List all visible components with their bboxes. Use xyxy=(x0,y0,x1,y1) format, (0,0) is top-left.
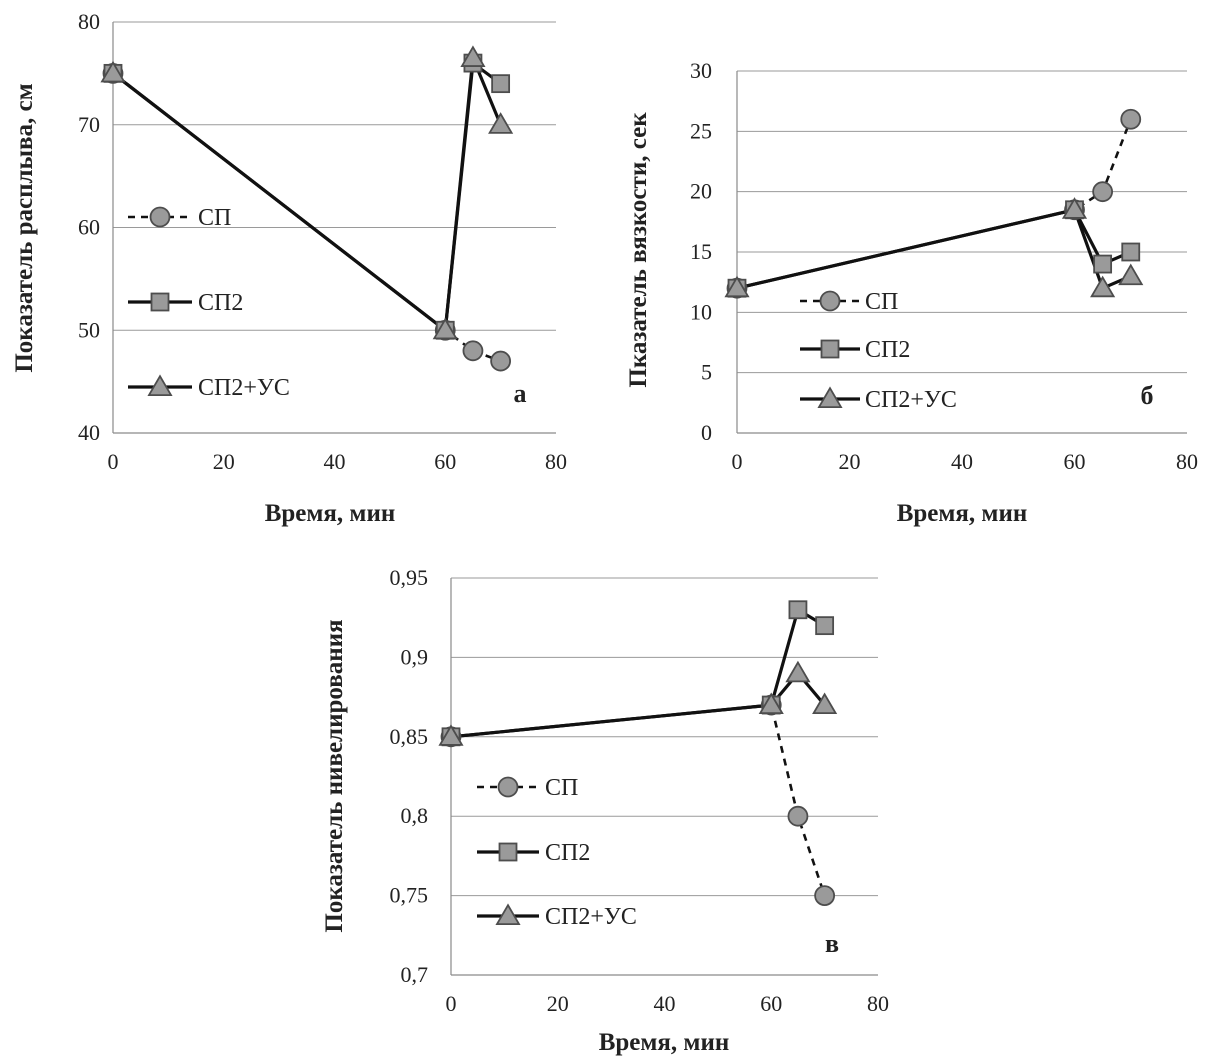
y-tick-label: 20 xyxy=(690,179,712,204)
data-point-circle xyxy=(787,805,809,827)
y-tick-label: 50 xyxy=(78,317,100,342)
y-tick-label: 0,9 xyxy=(401,644,429,669)
series-line-square xyxy=(112,61,502,332)
data-point-square xyxy=(788,600,808,620)
legend-label: СП xyxy=(545,775,578,801)
data-point-circle xyxy=(1092,181,1114,203)
data-point-triangle xyxy=(438,724,464,746)
data-point-triangle xyxy=(724,275,750,298)
chart-panel-b: 0 5 10 15 20 25 30 0 20 40 60 80 Время, мин Пказатель… xyxy=(625,58,1198,527)
data-point-triangle xyxy=(460,45,486,67)
data-point-square xyxy=(491,74,511,94)
y-tick-label: 25 xyxy=(690,118,712,143)
data-point-circle xyxy=(1120,108,1142,130)
y-tick-label: 0,75 xyxy=(390,883,429,908)
legend-label: СП xyxy=(865,289,898,315)
data-point-square xyxy=(815,616,835,636)
data-point-square xyxy=(1093,254,1113,274)
x-tick-label: 40 xyxy=(951,449,973,474)
x-tick-label: 60 xyxy=(1064,449,1086,474)
data-point-triangle xyxy=(1061,197,1088,219)
legend-label: СП2 xyxy=(545,840,590,866)
chart-panel-a: 40 50 60 70 80 0 20 40 60 80 Время, мин Показатель … xyxy=(11,9,567,527)
panel-letter: б xyxy=(1141,381,1154,410)
x-axis-title: Время, мин xyxy=(599,1029,730,1056)
legend-marker-triangle xyxy=(147,374,173,397)
y-tick-label: 30 xyxy=(690,58,712,83)
y-tick-label: 60 xyxy=(78,215,100,240)
series-line-circle xyxy=(450,703,826,897)
series-line-triangle xyxy=(112,56,503,332)
legend-label: СП xyxy=(198,205,231,231)
data-point-triangle xyxy=(100,60,126,83)
x-axis-title: Время, мин xyxy=(897,500,1028,527)
legend-label: СП2 xyxy=(198,290,243,316)
legend-marker-triangle xyxy=(495,903,521,925)
legend-marker-circle xyxy=(149,206,171,228)
y-tick-label: 5 xyxy=(701,360,712,385)
x-tick-label: 20 xyxy=(213,449,235,474)
chart-panel-c: 0,7 0,75 0,8 0,85 0,9 0,95 0 20 40 60 80 Время, мин… xyxy=(321,565,889,1056)
data-point-circle xyxy=(462,340,484,362)
legend-marker-circle xyxy=(497,776,519,798)
legend-marker-circle xyxy=(819,290,841,312)
data-point-circle xyxy=(814,885,836,906)
legend-marker-square xyxy=(498,842,518,862)
data-point-triangle xyxy=(432,317,458,340)
x-tick-label: 80 xyxy=(1176,449,1198,474)
data-point-triangle xyxy=(488,112,514,134)
y-tick-label: 0,8 xyxy=(401,803,429,828)
data-point-triangle xyxy=(758,692,784,715)
y-tick-label: 10 xyxy=(690,299,712,324)
data-point-triangle xyxy=(1090,275,1116,298)
x-tick-label: 20 xyxy=(839,449,861,474)
x-tick-label: 40 xyxy=(654,991,676,1016)
y-tick-label: 80 xyxy=(78,9,100,34)
data-point-circle xyxy=(490,350,512,372)
x-tick-label: 0 xyxy=(446,991,457,1016)
y-axis-title: Показатель нивелирования xyxy=(321,619,348,932)
data-point-triangle xyxy=(1118,263,1144,286)
legend-marker-square xyxy=(820,339,840,359)
x-axis-title: Время, мин xyxy=(265,500,396,527)
x-tick-label: 80 xyxy=(545,449,567,474)
series-line-square xyxy=(736,208,1132,290)
y-tick-label: 0,85 xyxy=(390,724,429,749)
series-line-triangle xyxy=(450,671,826,739)
y-tick-label: 0,7 xyxy=(401,962,429,987)
data-point-triangle xyxy=(785,660,811,683)
legend-label: СП2+УС xyxy=(865,387,957,413)
y-axis-title: Показатель расплыва, см xyxy=(11,83,38,372)
series-line-triangle xyxy=(736,208,1132,290)
y-tick-label: 0,95 xyxy=(390,565,429,590)
x-tick-label: 60 xyxy=(760,991,782,1016)
data-point-triangle xyxy=(812,692,838,715)
legend-label: СП2 xyxy=(865,337,910,363)
panel-letter: в xyxy=(825,929,839,958)
x-tick-label: 60 xyxy=(434,449,456,474)
legend-label: СП2+УС xyxy=(198,375,290,401)
y-tick-label: 70 xyxy=(78,112,100,137)
legend-marker-triangle xyxy=(817,386,843,409)
legend-marker-square xyxy=(150,292,170,312)
x-tick-label: 0 xyxy=(732,449,743,474)
y-axis-title: Пказатель вязкости, сек xyxy=(625,112,652,388)
x-tick-label: 0 xyxy=(108,449,119,474)
x-tick-label: 80 xyxy=(867,991,889,1016)
y-tick-label: 15 xyxy=(690,239,712,264)
data-point-square xyxy=(1121,242,1141,262)
y-tick-label: 40 xyxy=(78,420,100,445)
x-tick-label: 40 xyxy=(324,449,346,474)
panel-letter: а xyxy=(514,379,527,408)
y-tick-label: 0 xyxy=(701,420,712,445)
x-tick-label: 20 xyxy=(547,991,569,1016)
legend-label: СП2+УС xyxy=(545,904,637,930)
